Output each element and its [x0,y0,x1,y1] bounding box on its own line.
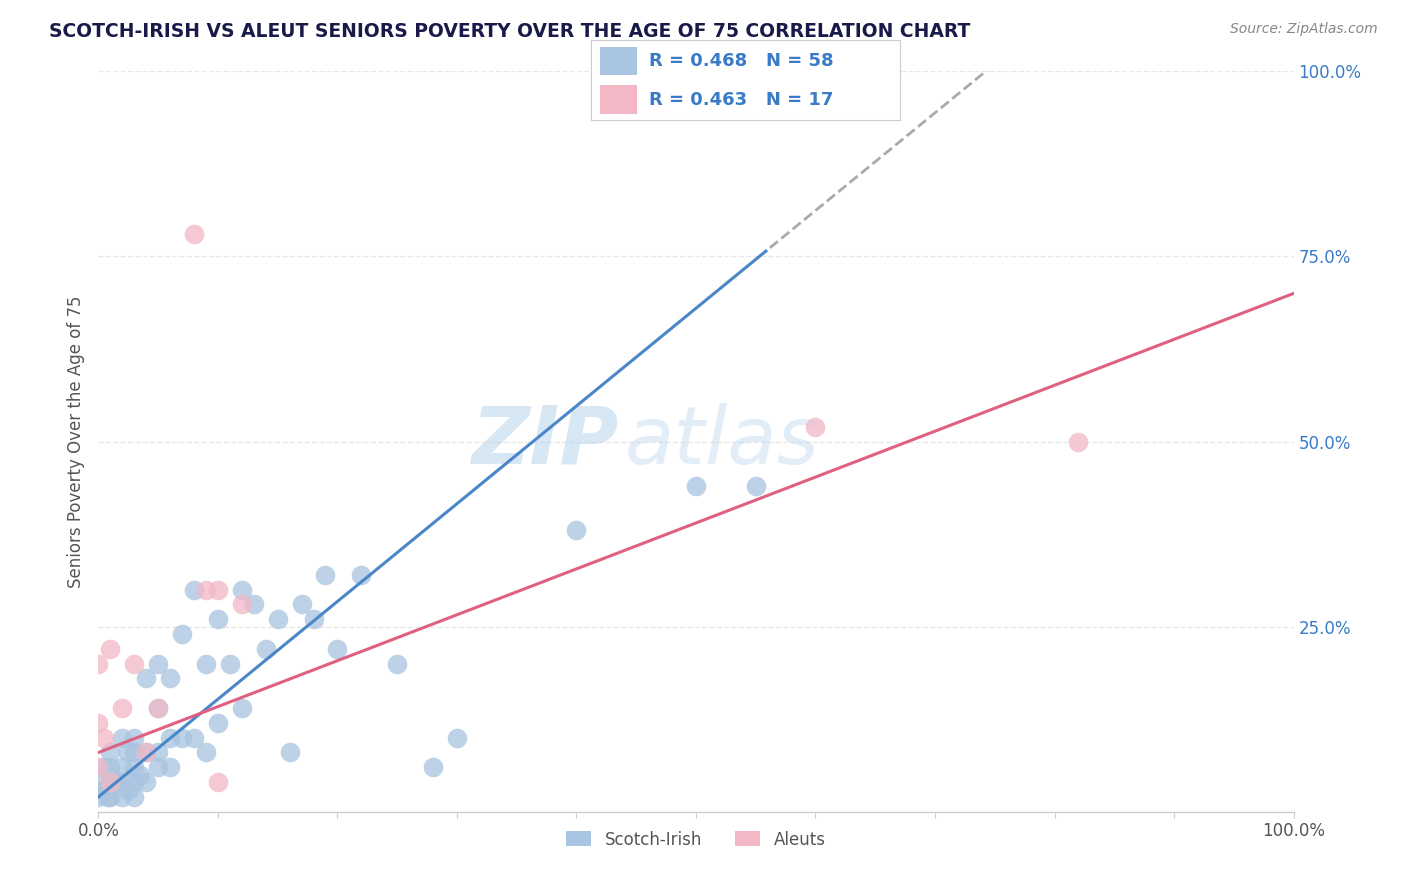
Point [98,789,122,804]
Point [565,524,588,538]
Text: R = 0.468   N = 58: R = 0.468 N = 58 [650,52,834,70]
Point [159,731,181,745]
Point [159,760,181,774]
Point [87,789,110,804]
Point [231,582,253,597]
Bar [600,46,637,76]
Point [87,657,110,671]
Legend: Scotch-Irish, Aleuts: Scotch-Irish, Aleuts [560,824,832,855]
Point [302,612,325,626]
Point [350,567,373,582]
Text: R = 0.463   N = 17: R = 0.463 N = 17 [650,91,834,109]
Point [148,701,170,715]
Point [105,775,128,789]
Point [745,479,768,493]
Point [148,701,170,715]
Point [326,641,349,656]
Point [159,672,181,686]
Point [111,789,134,804]
Point [148,760,170,774]
Point [183,582,205,597]
Point [111,775,134,789]
Point [172,731,194,745]
Point [1067,434,1090,449]
Point [124,775,146,789]
Point [135,672,157,686]
Point [124,760,146,774]
Text: SCOTCH-IRISH VS ALEUT SENIORS POVERTY OVER THE AGE OF 75 CORRELATION CHART: SCOTCH-IRISH VS ALEUT SENIORS POVERTY OV… [49,22,970,41]
Text: ZIP: ZIP [471,402,619,481]
Point [231,701,253,715]
Point [207,612,229,626]
Y-axis label: Seniors Poverty Over the Age of 75: Seniors Poverty Over the Age of 75 [66,295,84,588]
Point [148,657,170,671]
Point [243,598,266,612]
Point [804,419,827,434]
Point [385,657,409,671]
Point [207,582,229,597]
Point [291,598,314,612]
Point [87,760,110,774]
Point [219,657,242,671]
Point [135,775,157,789]
Point [129,767,152,781]
Point [93,760,115,774]
Point [135,746,157,760]
Point [231,598,253,612]
Point [254,641,277,656]
Point [97,789,120,804]
Point [172,627,194,641]
Text: Source: ZipAtlas.com: Source: ZipAtlas.com [1230,22,1378,37]
Point [183,227,205,242]
Point [315,567,337,582]
Point [111,731,134,745]
Point [117,782,139,797]
Point [111,760,134,774]
Point [422,760,444,774]
Point [148,746,170,760]
Point [124,746,146,760]
Point [98,760,122,774]
Text: atlas: atlas [624,402,820,481]
Point [278,746,301,760]
Point [183,731,205,745]
Bar [600,85,637,114]
Point [685,479,707,493]
Point [98,775,122,789]
Point [135,746,157,760]
Point [446,731,468,745]
Point [87,715,110,730]
Point [111,701,134,715]
Point [93,782,115,797]
Point [98,746,122,760]
Point [124,731,146,745]
Point [98,775,122,789]
Point [207,715,229,730]
Point [195,746,218,760]
Point [195,657,218,671]
Point [195,582,218,597]
Point [87,775,110,789]
Point [93,731,115,745]
Point [267,612,290,626]
Point [117,746,139,760]
Point [98,641,122,656]
Point [207,775,229,789]
Point [124,789,146,804]
Point [124,657,146,671]
